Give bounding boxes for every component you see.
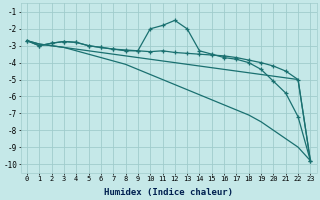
X-axis label: Humidex (Indice chaleur): Humidex (Indice chaleur)	[104, 188, 233, 197]
